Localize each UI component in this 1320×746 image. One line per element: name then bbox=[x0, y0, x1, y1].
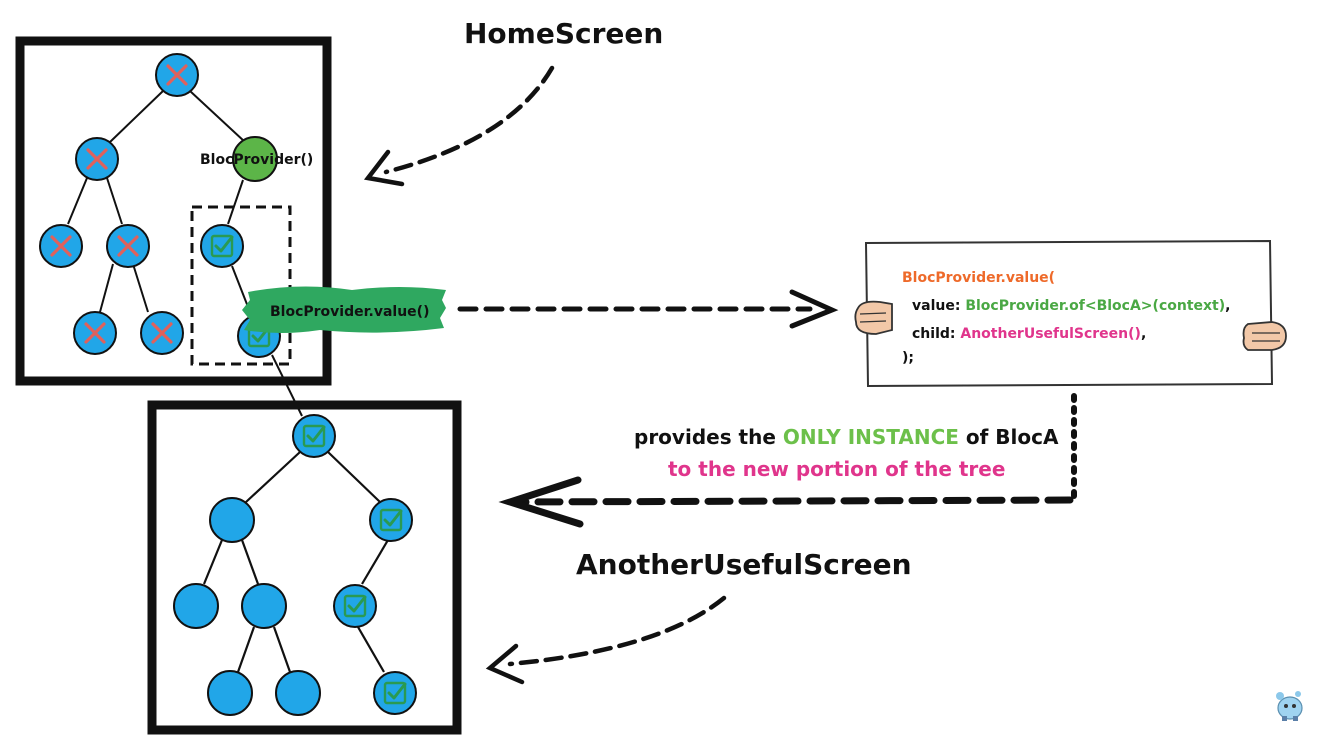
another-screen-frame bbox=[147, 400, 462, 735]
another-screen-tree bbox=[147, 400, 462, 735]
home-node-lr bbox=[106, 224, 150, 268]
another-node-ll bbox=[173, 583, 219, 629]
home-screen-frame bbox=[15, 36, 332, 386]
another-node-lrr bbox=[275, 670, 321, 716]
bloc-provider-node bbox=[232, 136, 278, 182]
code-line-4: ); bbox=[902, 350, 914, 366]
arrow-to-code-card bbox=[457, 289, 839, 329]
another-screen-title: AnotherUsefulScreen bbox=[576, 548, 912, 581]
home-screen-tree: BlocProvider() bbox=[15, 36, 332, 417]
another-node-left bbox=[209, 497, 255, 543]
another-screen-arrow bbox=[485, 595, 727, 685]
caption-line-1: provides the ONLY INSTANCE of BlocA bbox=[634, 425, 1059, 449]
code-line-1: BlocProvider.value( bbox=[902, 270, 1055, 286]
code-card: BlocProvider.value( value: BlocProvider.… bbox=[854, 239, 1287, 388]
another-node-root bbox=[292, 414, 336, 458]
another-node-rl bbox=[333, 584, 377, 628]
bloc-provider-value-highlight: BlocProvider.value() bbox=[242, 286, 446, 333]
home-node-checked-1 bbox=[200, 224, 244, 268]
another-node-rll bbox=[373, 671, 417, 715]
mascot-logo-icon bbox=[1276, 691, 1303, 721]
another-tree-edges bbox=[202, 451, 389, 673]
right-hand-icon bbox=[1242, 321, 1287, 351]
left-hand-icon bbox=[854, 300, 893, 335]
home-screen-arrow bbox=[363, 65, 555, 187]
home-node-left bbox=[75, 137, 119, 181]
bloc-provider-label: BlocProvider() bbox=[200, 152, 313, 168]
bloc-provider-value-label: BlocProvider.value() bbox=[270, 304, 429, 320]
another-node-right bbox=[369, 498, 413, 542]
code-line-3: child: AnotherUsefulScreen(), bbox=[912, 326, 1146, 342]
home-node-root bbox=[155, 53, 199, 97]
another-node-lrl bbox=[207, 670, 253, 716]
code-line-2: value: BlocProvider.of<BlocA>(context), bbox=[912, 298, 1230, 314]
home-node-ll bbox=[39, 224, 83, 268]
home-screen-title: HomeScreen bbox=[464, 17, 663, 50]
another-node-lr bbox=[241, 583, 287, 629]
caption-line-2: to the new portion of the tree bbox=[668, 457, 1005, 481]
return-arrow bbox=[498, 393, 1077, 528]
home-node-lrl bbox=[73, 311, 117, 355]
selected-subtree-box bbox=[190, 205, 292, 366]
home-node-lrr bbox=[140, 311, 184, 355]
